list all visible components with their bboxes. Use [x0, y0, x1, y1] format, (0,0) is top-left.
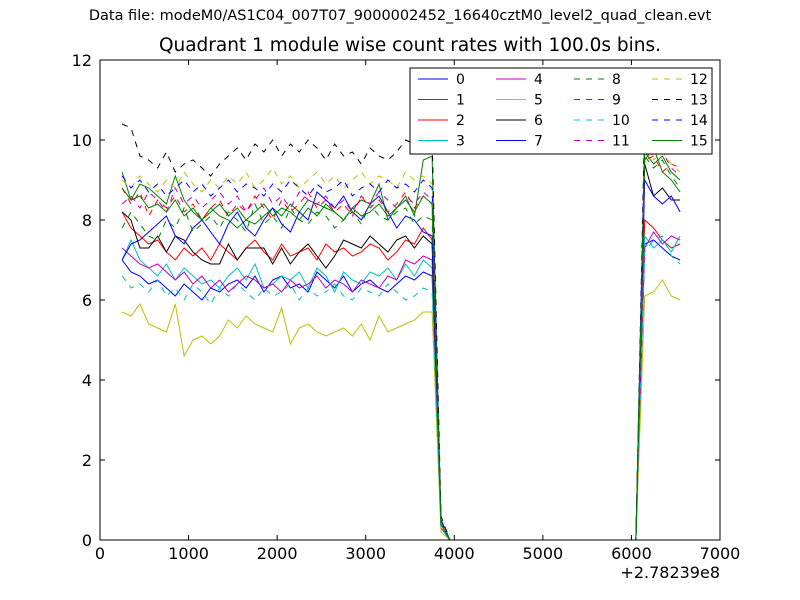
series-line-7 — [121, 178, 681, 540]
y-tick-label: 4 — [82, 371, 92, 390]
legend-label-5: 5 — [534, 93, 543, 109]
x-offset-label: +2.78239e8 — [620, 563, 720, 582]
x-tick-label: 7000 — [700, 544, 741, 563]
series-layer — [121, 115, 681, 540]
legend-label-4: 4 — [534, 72, 543, 88]
series-line-4 — [121, 231, 681, 540]
y-tick-label: 0 — [82, 531, 92, 550]
legend-label-10: 10 — [612, 113, 630, 129]
x-tick-label: 0 — [95, 544, 105, 563]
y-tick-label: 8 — [82, 211, 92, 230]
y-tick-label: 6 — [82, 291, 92, 310]
legend-label-9: 9 — [612, 93, 621, 109]
series-line-9 — [121, 155, 681, 540]
x-tick-label: 4000 — [434, 544, 475, 563]
series-line-8 — [121, 154, 681, 540]
x-tick-label: 3000 — [345, 544, 386, 563]
x-tick-label: 2000 — [257, 544, 298, 563]
legend-label-13: 13 — [690, 93, 708, 109]
legend-label-14: 14 — [690, 113, 708, 129]
series-line-1 — [121, 146, 681, 540]
x-tick-label: 6000 — [611, 544, 652, 563]
x-tick-label: 1000 — [168, 544, 209, 563]
legend-label-8: 8 — [612, 72, 621, 88]
legend-label-11: 11 — [612, 134, 630, 150]
legend-label-15: 15 — [690, 134, 708, 150]
legend-label-7: 7 — [534, 134, 543, 150]
series-line-5 — [121, 279, 681, 540]
series-line-2 — [121, 211, 681, 540]
series-line-14 — [121, 130, 681, 540]
x-tick-label: 5000 — [522, 544, 563, 563]
figure-suptitle: Data file: modeM0/AS1C04_007T07_90000024… — [88, 8, 712, 24]
series-line-15 — [121, 150, 681, 540]
y-tick-label: 12 — [72, 51, 92, 70]
legend-label-2: 2 — [456, 113, 465, 129]
series-line-11 — [121, 146, 681, 540]
series-line-0 — [121, 239, 681, 540]
legend-label-12: 12 — [690, 72, 708, 88]
legend-label-1: 1 — [456, 93, 465, 109]
series-line-13 — [121, 115, 681, 540]
chart-title: Quadrant 1 module wise count rates with … — [158, 35, 662, 56]
y-tick-label: 2 — [82, 451, 92, 470]
legend-label-3: 3 — [456, 134, 465, 150]
legend-box — [409, 67, 713, 155]
legend-label-6: 6 — [534, 113, 543, 129]
series-line-6 — [121, 163, 681, 540]
legend-label-0: 0 — [456, 72, 465, 88]
y-tick-label: 10 — [72, 131, 92, 150]
